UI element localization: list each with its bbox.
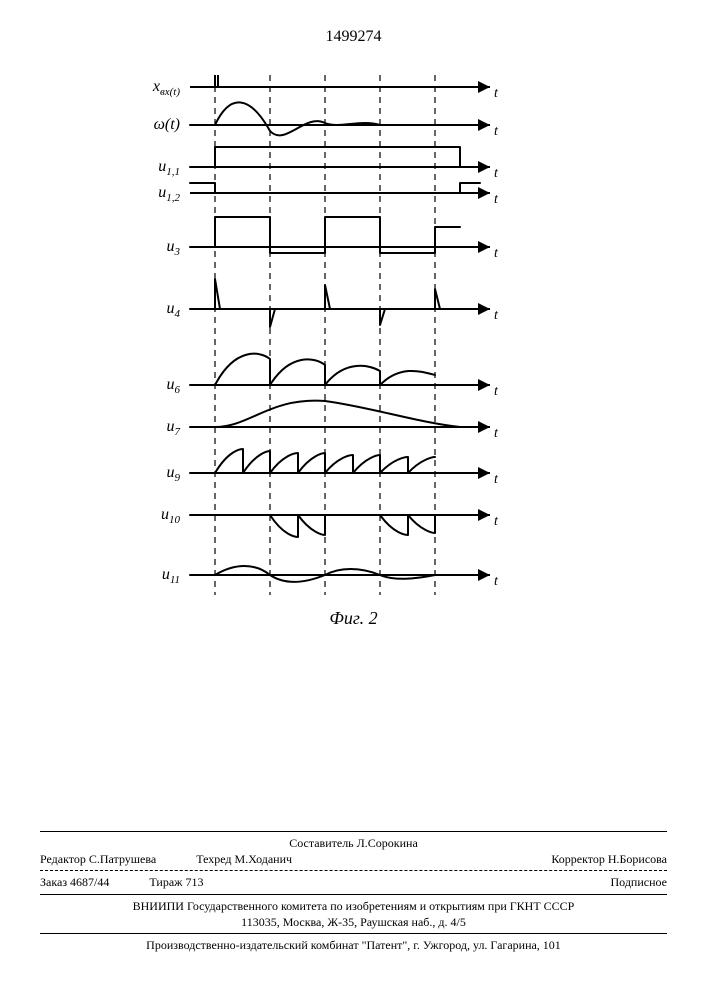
svg-text:t: t	[494, 384, 499, 399]
svg-text:u1,1: u1,1	[158, 158, 180, 178]
svg-text:t: t	[494, 86, 499, 101]
svg-text:t: t	[494, 192, 499, 207]
svg-text:t: t	[494, 574, 499, 589]
svg-text:u9: u9	[167, 464, 181, 484]
svg-text:t: t	[494, 166, 499, 181]
editor-line: Редактор С.Патрушева	[40, 851, 156, 867]
page-number: 1499274	[0, 28, 707, 46]
svg-text:t: t	[494, 246, 499, 261]
corrector-line: Корректор Н.Борисова	[551, 851, 667, 867]
svg-text:u11: u11	[162, 566, 180, 586]
svg-text:u6: u6	[167, 376, 181, 396]
svg-text:ω(t): ω(t)	[154, 116, 180, 133]
svg-text:t: t	[494, 124, 499, 139]
svg-text:u7: u7	[167, 418, 181, 438]
timing-diagram: xвх(t) t ω(t) t u1,1 t u1,2 t u3 t u4 t u6 t u7 t u9 t u10…	[120, 75, 520, 615]
svg-text:u10: u10	[161, 506, 181, 526]
svg-text:t: t	[494, 426, 499, 441]
techred-line: Техред М.Ходанич	[196, 851, 292, 867]
org-line: ВНИИПИ Государственного комитета по изоб…	[40, 898, 667, 914]
svg-text:u4: u4	[167, 300, 181, 320]
svg-text:u3: u3	[167, 238, 181, 258]
svg-text:t: t	[494, 308, 499, 323]
printer-line: Производственно-издательский комбинат "П…	[40, 937, 667, 953]
colophon-block: Составитель Л.Сорокина Редактор С.Патруш…	[40, 828, 667, 953]
compiler-line: Составитель Л.Сорокина	[40, 835, 667, 851]
svg-text:u1,2: u1,2	[158, 184, 180, 204]
svg-text:t: t	[494, 514, 499, 529]
order-line: Заказ 4687/44	[40, 874, 109, 890]
tirazh-line: Тираж 713	[149, 874, 203, 890]
svg-text:t: t	[494, 472, 499, 487]
figure-caption: Фиг. 2	[0, 608, 707, 629]
svg-text:xвх(t): xвх(t)	[152, 78, 180, 98]
podpisnoe-line: Подписное	[611, 874, 668, 890]
address-line: 113035, Москва, Ж-35, Раушская наб., д. …	[40, 914, 667, 930]
